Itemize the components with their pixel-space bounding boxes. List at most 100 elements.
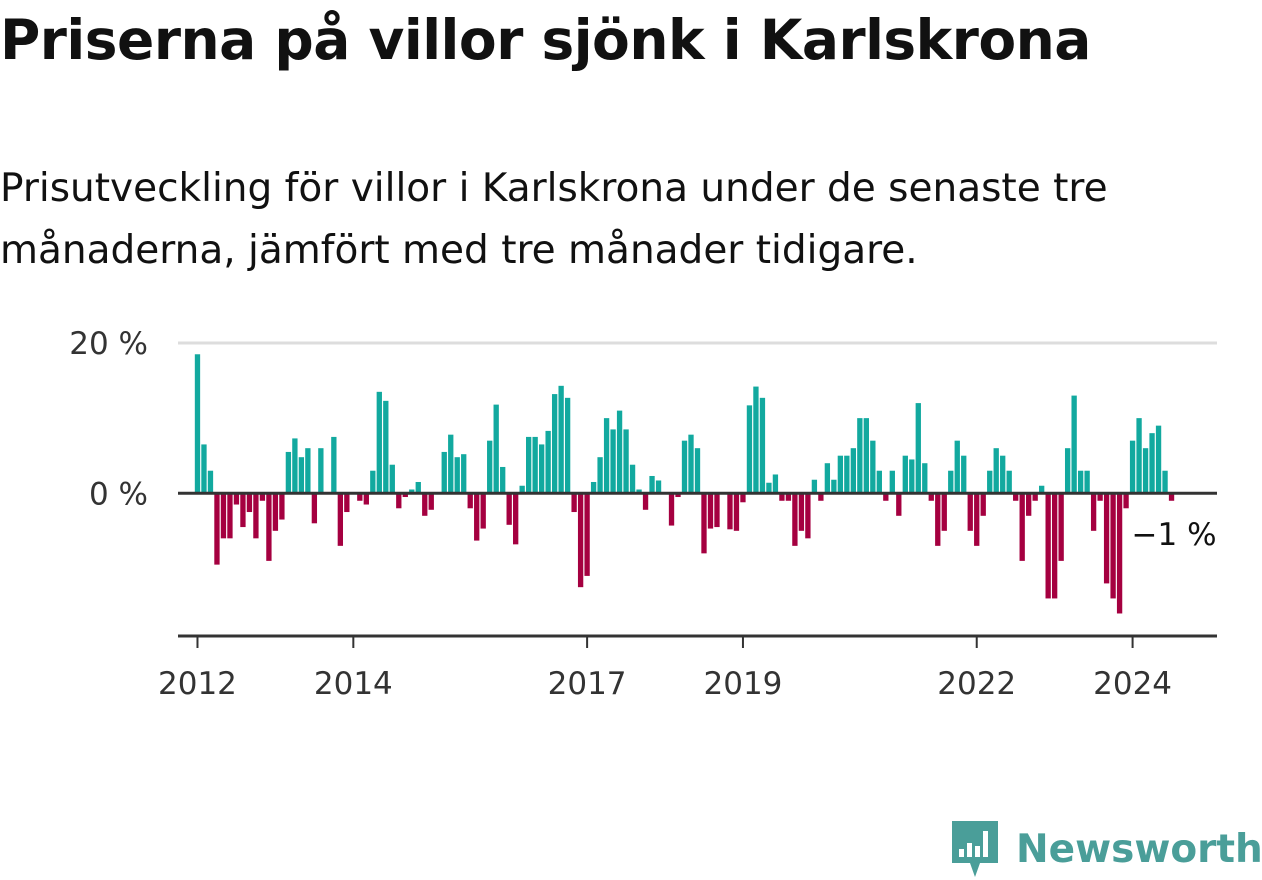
bar <box>954 440 960 494</box>
bar <box>1026 493 1032 516</box>
bar <box>272 493 279 531</box>
bar <box>753 386 759 494</box>
bar <box>220 493 227 539</box>
bar <box>811 479 818 494</box>
bar <box>357 493 363 501</box>
bar <box>532 436 538 494</box>
bar <box>759 397 766 494</box>
bar <box>967 493 973 531</box>
bar <box>1155 425 1162 494</box>
bar <box>844 455 850 494</box>
bar <box>584 493 590 576</box>
bar <box>1064 448 1071 494</box>
chart-title: Priserna på villor sjönk i Karlskrona <box>0 8 1091 72</box>
bar <box>1090 493 1097 531</box>
bar <box>558 385 564 494</box>
bar <box>389 464 395 494</box>
bar <box>941 493 947 531</box>
bar <box>740 493 746 503</box>
bar <box>526 436 532 494</box>
bar <box>214 493 220 565</box>
bar <box>714 493 720 528</box>
bar <box>961 455 967 494</box>
bar <box>311 493 318 524</box>
bar <box>240 493 246 528</box>
bar <box>506 493 512 525</box>
bar <box>493 404 499 494</box>
bar <box>629 464 636 494</box>
bar <box>318 448 324 494</box>
x-tick-label: 2012 <box>158 666 237 702</box>
bar <box>928 493 934 501</box>
bar <box>402 493 408 498</box>
bar <box>454 457 460 494</box>
bar <box>383 400 389 494</box>
bar <box>344 493 350 513</box>
bar <box>1116 493 1123 614</box>
bar <box>422 493 428 516</box>
bar <box>824 463 831 494</box>
bar <box>668 493 675 526</box>
bar <box>707 493 714 529</box>
bar <box>831 479 837 494</box>
bar <box>571 493 577 513</box>
bar <box>902 455 908 494</box>
bar <box>837 455 844 494</box>
bar <box>850 448 857 494</box>
newsworthy-logo-icon <box>952 821 998 877</box>
x-tick-labels: 2012 2014 2017 2019 2022 2024 <box>158 636 1172 702</box>
bar <box>564 397 571 494</box>
bar <box>292 438 298 494</box>
last-value-label: −1 % <box>1132 517 1217 553</box>
bar <box>253 493 259 539</box>
x-tick-label: 2014 <box>314 666 393 702</box>
bar <box>805 493 811 539</box>
bar <box>246 493 253 513</box>
bar <box>1084 470 1090 494</box>
bar <box>1019 493 1025 561</box>
bar <box>935 493 941 546</box>
bar <box>889 470 895 494</box>
newsworthy-brand[interactable]: Newsworthy <box>950 818 1262 880</box>
bar <box>519 485 525 494</box>
bar <box>194 354 201 494</box>
bar <box>694 448 701 494</box>
bar <box>1136 418 1142 494</box>
bar <box>915 403 921 494</box>
bar <box>772 474 779 494</box>
bar <box>675 493 681 498</box>
bar <box>1077 470 1084 494</box>
bar <box>746 405 753 494</box>
bar <box>649 475 655 494</box>
bar <box>974 493 980 546</box>
bar <box>305 448 311 494</box>
bar <box>993 448 999 494</box>
bar <box>487 440 493 494</box>
bar <box>597 457 603 494</box>
bar <box>701 493 707 554</box>
bar <box>636 489 642 494</box>
bar <box>883 493 889 501</box>
bar <box>779 493 785 501</box>
bar <box>474 493 480 541</box>
bar <box>461 454 467 494</box>
bar <box>1097 493 1103 501</box>
bar <box>551 394 558 494</box>
bar <box>298 457 305 494</box>
bar <box>201 444 207 494</box>
bar <box>818 493 824 501</box>
bar <box>376 391 382 494</box>
bar <box>876 470 882 494</box>
bar <box>259 493 266 501</box>
bar <box>785 493 792 501</box>
bar <box>1045 493 1051 599</box>
x-tick-label: 2017 <box>548 666 627 702</box>
bar <box>727 493 733 530</box>
bar <box>1032 493 1038 501</box>
bar <box>331 436 337 494</box>
bar <box>370 470 376 494</box>
y-tick-label: 20 % <box>69 326 148 362</box>
bar <box>792 493 798 546</box>
bar <box>1006 470 1012 494</box>
bar <box>733 493 740 531</box>
